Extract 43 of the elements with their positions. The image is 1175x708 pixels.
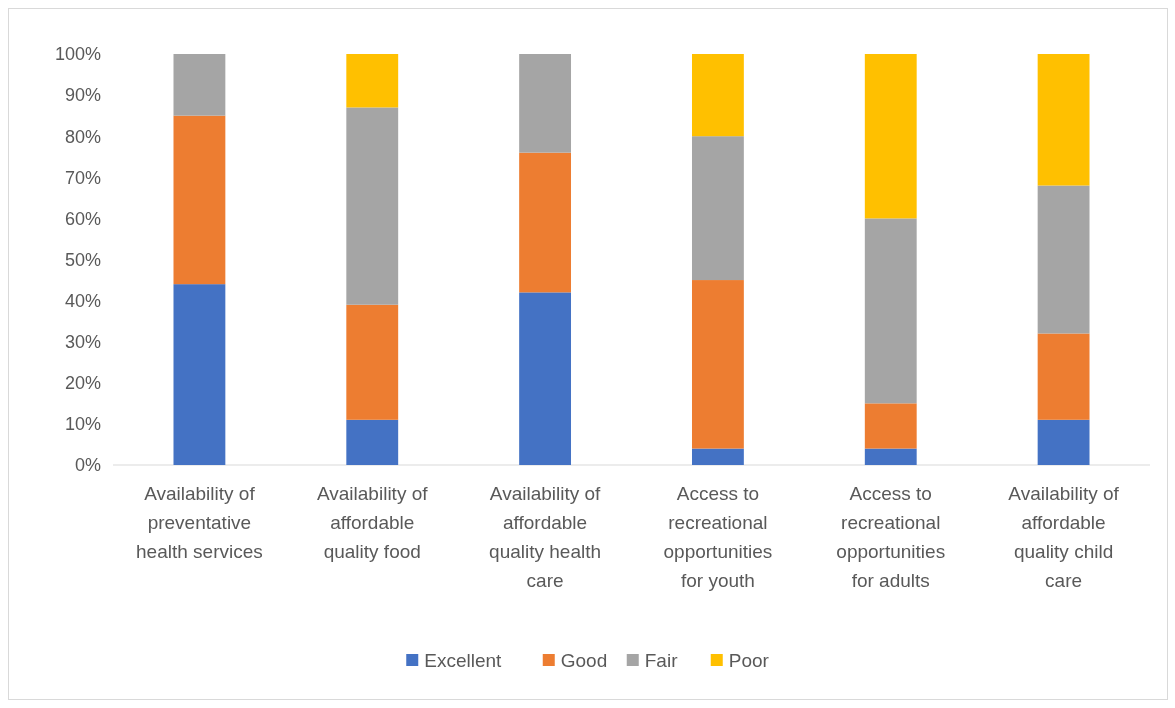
bar bbox=[173, 54, 226, 116]
x-tick-label: Availability of affordable quality food bbox=[316, 483, 429, 562]
bar bbox=[173, 115, 226, 285]
y-tick-label: 80% bbox=[64, 126, 101, 147]
x-tick-label: Availability of preventative health services bbox=[136, 483, 263, 562]
x-tick-label: Access to recreational opportunities for adults bbox=[836, 483, 946, 591]
bar bbox=[1037, 419, 1090, 465]
bar bbox=[346, 107, 399, 305]
y-tick-label: 10% bbox=[64, 414, 101, 435]
y-tick-label: 0% bbox=[74, 455, 101, 476]
bar bbox=[519, 292, 572, 465]
bar bbox=[346, 304, 399, 420]
bar bbox=[1037, 333, 1090, 420]
y-tick-label: 70% bbox=[64, 167, 101, 188]
bar bbox=[346, 419, 399, 465]
bar bbox=[691, 136, 744, 281]
legend-label: Fair bbox=[644, 649, 679, 671]
y-tick-label: 50% bbox=[64, 249, 101, 270]
x-tick-label: Availability of affordable quality child care bbox=[1008, 483, 1120, 591]
bar bbox=[864, 54, 917, 219]
x-tick-label: Access to recreational opportunities for youth bbox=[663, 483, 773, 591]
legend-label: Excellent bbox=[424, 649, 503, 671]
bar bbox=[519, 152, 572, 293]
bar bbox=[864, 448, 917, 465]
y-tick-label: 20% bbox=[64, 373, 101, 394]
bar bbox=[519, 54, 572, 153]
bar bbox=[864, 218, 917, 404]
legend-label: Poor bbox=[728, 649, 770, 671]
legend-label: Good bbox=[560, 649, 608, 671]
bar bbox=[1037, 54, 1090, 186]
x-tick-label: Availability of affordable quality health care bbox=[489, 483, 602, 591]
y-tick-label: 90% bbox=[64, 85, 101, 106]
bar bbox=[1037, 185, 1090, 334]
y-tick-label: 100% bbox=[54, 44, 101, 65]
bar bbox=[346, 54, 399, 108]
bar bbox=[691, 448, 744, 465]
y-tick-label: 30% bbox=[64, 332, 101, 352]
y-tick-label: 60% bbox=[64, 208, 101, 229]
bar bbox=[173, 284, 226, 465]
y-tick-label: 40% bbox=[64, 290, 101, 311]
bar bbox=[691, 280, 744, 449]
bar bbox=[864, 403, 917, 449]
bar bbox=[691, 54, 744, 137]
